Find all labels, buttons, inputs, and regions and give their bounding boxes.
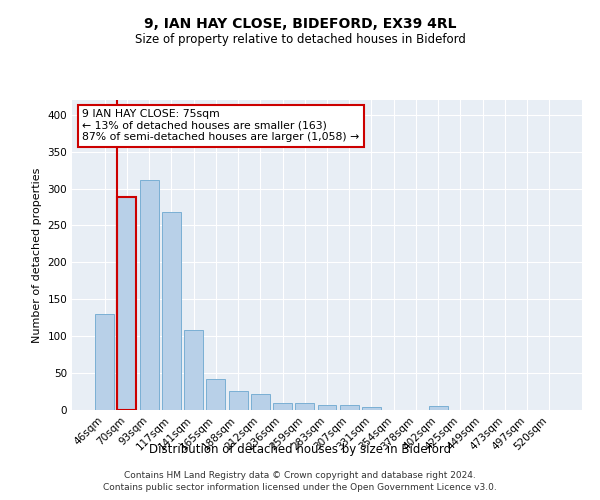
Text: 9, IAN HAY CLOSE, BIDEFORD, EX39 4RL: 9, IAN HAY CLOSE, BIDEFORD, EX39 4RL: [144, 18, 456, 32]
Bar: [273, 402, 292, 410]
Y-axis label: Number of detached properties: Number of detached properties: [32, 168, 42, 342]
Bar: [362, 407, 381, 410]
Text: Contains public sector information licensed under the Open Government Licence v3: Contains public sector information licen…: [103, 484, 497, 492]
Bar: [295, 402, 314, 410]
Bar: [95, 314, 114, 410]
Bar: [229, 391, 248, 410]
Bar: [317, 405, 337, 410]
Bar: [340, 405, 359, 410]
Bar: [140, 180, 158, 410]
Bar: [162, 212, 181, 410]
Bar: [118, 198, 136, 410]
Bar: [251, 394, 270, 410]
Text: Size of property relative to detached houses in Bideford: Size of property relative to detached ho…: [134, 32, 466, 46]
Bar: [184, 330, 203, 410]
Text: Distribution of detached houses by size in Bideford: Distribution of detached houses by size …: [149, 444, 451, 456]
Bar: [206, 379, 225, 410]
Bar: [429, 406, 448, 410]
Text: Contains HM Land Registry data © Crown copyright and database right 2024.: Contains HM Land Registry data © Crown c…: [124, 471, 476, 480]
Text: 9 IAN HAY CLOSE: 75sqm
← 13% of detached houses are smaller (163)
87% of semi-de: 9 IAN HAY CLOSE: 75sqm ← 13% of detached…: [82, 110, 359, 142]
